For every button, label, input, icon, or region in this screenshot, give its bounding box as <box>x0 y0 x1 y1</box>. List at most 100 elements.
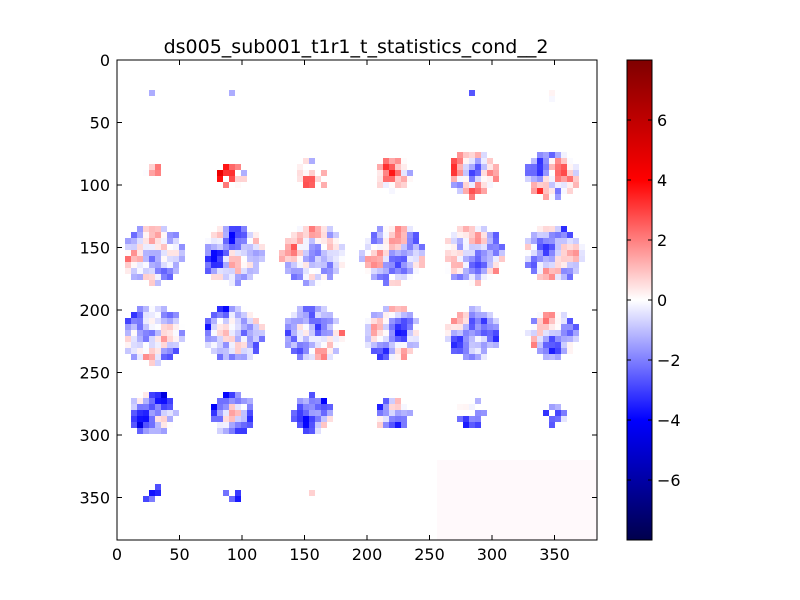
voxel <box>493 318 499 324</box>
voxel <box>463 226 469 232</box>
x-tick-label: 350 <box>539 545 570 564</box>
voxel <box>321 238 327 244</box>
brain-slice <box>211 392 253 434</box>
voxel <box>537 274 543 280</box>
voxel <box>309 398 315 404</box>
voxel <box>235 164 241 170</box>
voxel <box>561 152 567 158</box>
voxel <box>525 262 531 268</box>
voxel <box>131 244 137 250</box>
voxel <box>211 238 217 244</box>
voxel <box>543 238 549 244</box>
brain-slice <box>525 152 579 200</box>
voxel <box>573 336 579 342</box>
voxel <box>303 348 309 354</box>
voxel <box>531 188 537 194</box>
voxel <box>321 318 327 324</box>
voxel <box>247 416 253 422</box>
voxel <box>315 176 321 182</box>
voxel <box>549 354 555 360</box>
voxel <box>561 250 567 256</box>
voxel <box>525 176 531 182</box>
voxel <box>469 336 475 342</box>
voxel <box>549 96 555 102</box>
voxel <box>531 250 537 256</box>
voxel <box>365 238 371 244</box>
voxel <box>143 324 149 330</box>
voxel <box>321 244 327 250</box>
voxel <box>487 330 493 336</box>
voxel <box>161 262 167 268</box>
voxel <box>297 306 303 312</box>
voxel <box>309 354 315 360</box>
voxel <box>285 250 291 256</box>
voxel <box>297 238 303 244</box>
voxel <box>217 342 223 348</box>
slice-mosaic <box>125 90 585 502</box>
brain-slice <box>365 306 419 360</box>
voxel <box>383 306 389 312</box>
voxel <box>297 416 303 422</box>
voxel <box>229 416 235 422</box>
voxel <box>223 312 229 318</box>
voxel <box>543 232 549 238</box>
voxel <box>149 336 155 342</box>
voxel <box>573 176 579 182</box>
voxel <box>333 348 339 354</box>
voxel <box>395 398 401 404</box>
voxel <box>543 324 549 330</box>
voxel <box>543 262 549 268</box>
x-tick-label: 0 <box>112 545 122 564</box>
voxel <box>155 170 161 176</box>
voxel <box>383 238 389 244</box>
voxel <box>567 262 573 268</box>
voxel <box>469 274 475 280</box>
voxel <box>401 244 407 250</box>
voxel <box>303 404 309 410</box>
brain-slice <box>143 484 161 502</box>
voxel <box>155 404 161 410</box>
brain-slice <box>205 306 265 360</box>
voxel <box>371 312 377 318</box>
voxel <box>457 330 463 336</box>
colorbar-tick-label: −6 <box>657 471 681 490</box>
voxel <box>303 410 309 416</box>
voxel <box>167 404 173 410</box>
voxel <box>365 342 371 348</box>
voxel <box>549 176 555 182</box>
voxel <box>383 226 389 232</box>
voxel <box>217 348 223 354</box>
voxel <box>389 238 395 244</box>
voxel <box>573 330 579 336</box>
voxel <box>445 244 451 250</box>
voxel <box>543 348 549 354</box>
voxel <box>321 170 327 176</box>
voxel <box>561 336 567 342</box>
brain-slice <box>445 306 499 360</box>
voxel <box>543 256 549 262</box>
voxel <box>389 182 395 188</box>
voxel <box>149 422 155 428</box>
voxel <box>149 226 155 232</box>
voxel <box>481 312 487 318</box>
voxel <box>475 416 481 422</box>
voxel <box>327 404 333 410</box>
voxel <box>303 422 309 428</box>
voxel <box>561 410 567 416</box>
voxel <box>451 274 457 280</box>
voxel <box>303 280 309 286</box>
voxel <box>469 312 475 318</box>
voxel <box>549 152 555 158</box>
voxel <box>315 354 321 360</box>
voxel <box>573 170 579 176</box>
voxel <box>161 348 167 354</box>
voxel <box>401 336 407 342</box>
voxel <box>537 188 543 194</box>
voxel <box>457 244 463 250</box>
voxel <box>339 262 345 268</box>
voxel <box>303 262 309 268</box>
voxel <box>303 250 309 256</box>
voxel <box>339 244 345 250</box>
voxel <box>555 354 561 360</box>
